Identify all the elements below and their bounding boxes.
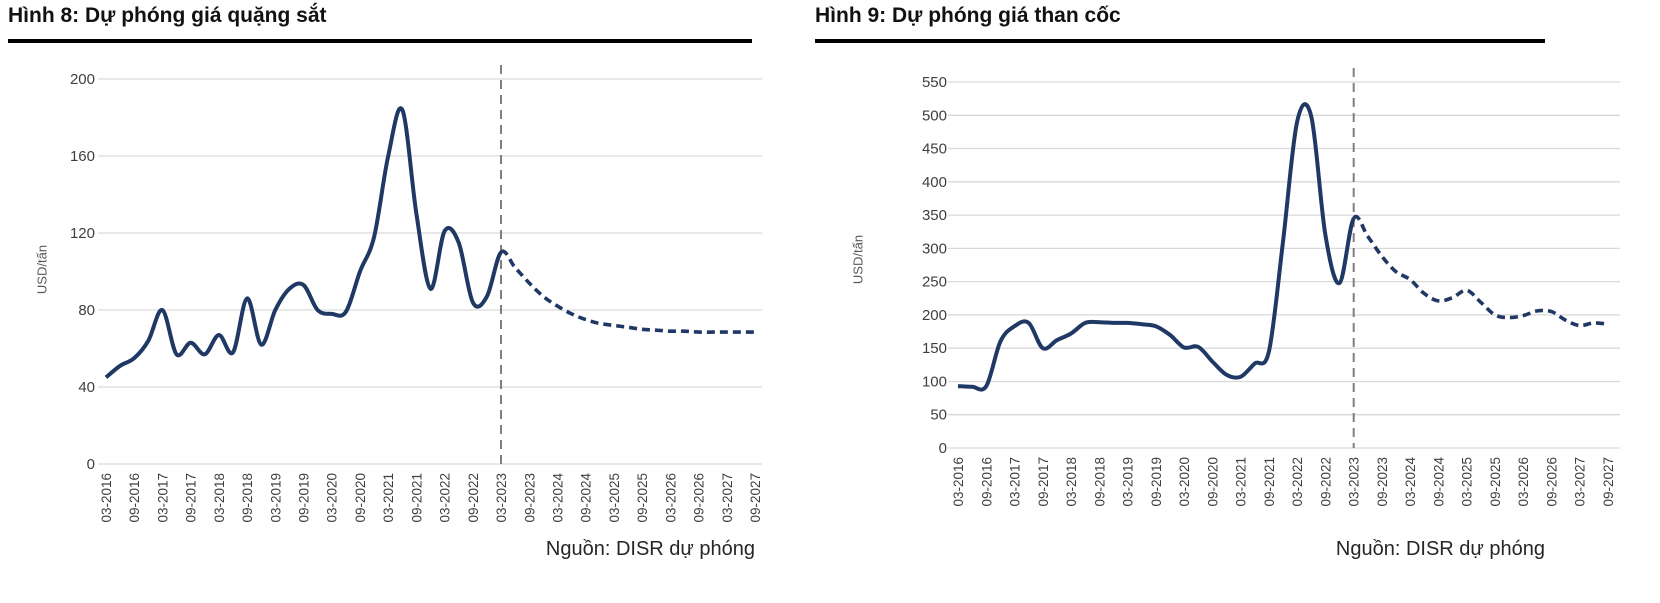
x-tick-label: 09-2025 (635, 473, 650, 523)
x-tick-label: 09-2021 (1262, 457, 1277, 507)
y-tick-label: 80 (78, 302, 95, 319)
y-tick-label: 150 (922, 340, 947, 357)
y-tick-label: 50 (930, 407, 947, 424)
iron-ore-chart-canvas: 0 40 80 120 160 200 03-2016 09-2016 03-2017 09-20… (70, 65, 763, 523)
x-tick-label: 03-2023 (1347, 457, 1362, 507)
x-tick-label: 03-2016 (951, 457, 966, 507)
x-tick-label: 09-2021 (409, 473, 424, 523)
figure-9-title: Hình 9: Dự phóng giá than cốc (815, 4, 1121, 27)
x-tick-label: 03-2024 (1403, 457, 1418, 507)
x-tick-label: 09-2026 (1545, 457, 1560, 507)
y-tick-label: 400 (922, 174, 947, 191)
y-tick-label: 160 (70, 148, 95, 165)
x-tick-label: 09-2017 (184, 473, 199, 523)
x-tick-label: 03-2019 (1121, 457, 1136, 507)
x-tick-label: 09-2027 (748, 473, 763, 523)
y-tick-label: 120 (70, 225, 95, 242)
price-line-forecast (499, 249, 755, 334)
y-tick-label: 250 (922, 274, 947, 291)
y-tick-label: 450 (922, 141, 947, 158)
x-tick-label: 09-2024 (579, 473, 594, 523)
x-tick-label: 09-2020 (1205, 457, 1220, 507)
x-tick-label: 09-2025 (1488, 457, 1503, 507)
x-tick-label: 03-2026 (663, 473, 678, 523)
y-tick-label: 0 (939, 440, 947, 457)
x-tick-label: 09-2023 (522, 473, 537, 523)
x-tick-label: 03-2019 (268, 473, 283, 523)
y-tick-label: 100 (922, 374, 947, 391)
x-tick-label: 09-2019 (1149, 457, 1164, 507)
x-tick-label: 09-2026 (692, 473, 707, 523)
x-tick-label: 09-2018 (240, 473, 255, 523)
x-tick-label: 09-2020 (353, 473, 368, 523)
x-tick-label: 03-2027 (720, 473, 735, 523)
x-tick-label: 03-2018 (212, 473, 227, 523)
x-tick-label: 03-2020 (1177, 457, 1192, 507)
y-tick-label: 200 (922, 307, 947, 324)
x-tick-label: 03-2027 (1573, 457, 1588, 507)
y-tick-label: 300 (922, 240, 947, 257)
x-tick-label: 03-2023 (494, 473, 509, 523)
x-tick-label: 03-2022 (1290, 457, 1305, 507)
x-tick-label: 03-2021 (1234, 457, 1249, 507)
x-tick-label: 09-2016 (127, 473, 142, 523)
x-tick-label: 03-2021 (381, 473, 396, 523)
x-tick-label: 03-2018 (1064, 457, 1079, 507)
figure-8-title-rule (8, 39, 752, 43)
x-tick-label: 03-2017 (155, 473, 170, 523)
x-tick-label: 03-2024 (551, 473, 566, 523)
x-tick-label: 09-2019 (297, 473, 312, 523)
x-tick-label: 03-2025 (607, 473, 622, 523)
x-tick-label: 03-2025 (1460, 457, 1475, 507)
x-tick-label: 03-2016 (99, 473, 114, 523)
y-tick-label: 200 (70, 71, 95, 88)
x-tick-label: 03-2022 (438, 473, 453, 523)
x-tick-label: 09-2023 (1375, 457, 1390, 507)
x-tick-label: 03-2020 (325, 473, 340, 523)
y-tick-label: 550 (922, 74, 947, 91)
x-tick-label: 09-2016 (979, 457, 994, 507)
price-line-forecast (1352, 214, 1609, 328)
x-tick-label: 09-2017 (1036, 457, 1051, 507)
x-tick-label: 09-2022 (1318, 457, 1333, 507)
price-line-historical (957, 102, 1356, 392)
x-tick-label: 09-2018 (1092, 457, 1107, 507)
x-tick-label: 03-2017 (1008, 457, 1023, 507)
figure-8-source: Nguồn: DISR dự phóng (545, 538, 755, 560)
x-tick-label: 03-2026 (1516, 457, 1531, 507)
x-tick-label: 09-2024 (1431, 457, 1446, 507)
x-tick-label: 09-2027 (1601, 457, 1616, 507)
y-tick-label: 350 (922, 207, 947, 224)
y-tick-label: 40 (78, 379, 95, 396)
coking-coal-chart-canvas: 0 50 100 150 200 250 300 350 400 450 500 550 03-2016… (922, 68, 1620, 507)
price-line-historical (104, 106, 503, 379)
x-tick-label: 09-2022 (466, 473, 481, 523)
y-tick-label: 0 (87, 456, 95, 473)
figure-9-source: Nguồn: DISR dự phóng (1335, 538, 1545, 560)
figure-9-title-rule (815, 39, 1545, 43)
y-tick-label: 500 (922, 107, 947, 124)
figure-8-title: Hình 8: Dự phóng giá quặng sắt (8, 4, 327, 27)
